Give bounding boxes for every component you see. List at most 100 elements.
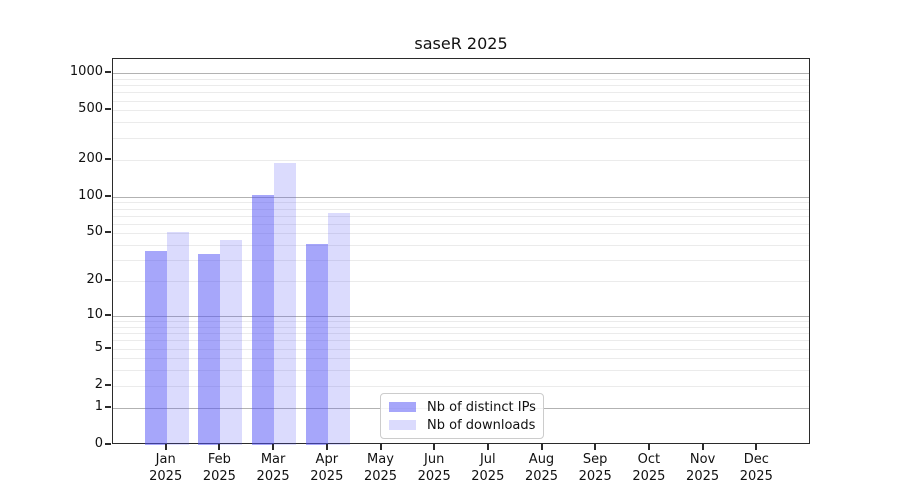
gridline-minor (113, 358, 809, 360)
y-tick-label: 10 (86, 306, 103, 322)
legend: Nb of distinct IPs Nb of downloads (380, 393, 544, 439)
gridline-minor (113, 100, 809, 102)
x-tick-label: Dec 2025 (724, 451, 788, 485)
year-label: 2025 (149, 469, 183, 484)
y-tick-label: 500 (78, 101, 103, 117)
gridline-minor (113, 202, 809, 204)
year-label: 2025 (310, 469, 344, 484)
x-tick (594, 444, 597, 450)
y-tick (105, 279, 111, 282)
bar-jan-distinct-ips (144, 250, 167, 445)
gridline-minor (113, 340, 809, 342)
gridline-minor (113, 326, 809, 328)
gridline-minor (113, 159, 809, 161)
bar-apr-distinct-ips (305, 243, 328, 445)
month-label: Jun (424, 452, 445, 467)
gridline-minor (113, 385, 809, 387)
y-tick-label: 20 (86, 272, 103, 288)
bar-mar-distinct-ips (252, 194, 275, 445)
y-tick (105, 405, 111, 408)
month-label: Feb (207, 452, 231, 467)
year-label: 2025 (686, 469, 720, 484)
gridline-minor (113, 215, 809, 217)
month-label: Nov (689, 452, 716, 467)
x-tick (218, 444, 221, 450)
year-label: 2025 (578, 469, 612, 484)
x-tick-label: Sep 2025 (563, 451, 627, 485)
gridline-minor (113, 281, 809, 283)
legend-item-downloads: Nb of downloads (389, 418, 535, 433)
gridline-minor (113, 348, 809, 350)
bar-apr-downloads (327, 212, 350, 445)
bar-mar-downloads (274, 163, 297, 445)
gridline-minor (113, 122, 809, 124)
bar-feb-distinct-ips (198, 253, 221, 445)
y-tick-label: 1000 (69, 64, 103, 80)
x-tick (540, 444, 543, 450)
x-tick-label: Jun 2025 (402, 451, 466, 485)
y-tick-label: 100 (78, 187, 103, 203)
year-label: 2025 (524, 469, 559, 484)
y-tick-label: 5 (94, 339, 103, 355)
year-label: 2025 (739, 469, 773, 484)
plot-layers (113, 59, 809, 445)
legend-item-distinct-ips: Nb of distinct IPs (389, 399, 536, 415)
gridline-minor (113, 92, 809, 94)
plot-area: Nb of distinct IPs Nb of downloads (112, 58, 810, 445)
month-label: Apr (315, 452, 339, 467)
x-tick (701, 444, 704, 450)
gridline-minor (113, 260, 809, 262)
month-label: Jan (155, 452, 176, 467)
y-tick (105, 383, 111, 386)
month-label: Sep (582, 452, 608, 467)
x-tick-label: Nov 2025 (671, 451, 735, 485)
x-tick-label: Feb 2025 (187, 451, 251, 485)
gridline-major (113, 73, 809, 75)
x-tick (486, 444, 489, 450)
y-tick (105, 71, 111, 74)
month-label: Mar (260, 452, 286, 467)
x-tick (379, 444, 382, 450)
x-tick-label: Mar 2025 (241, 451, 305, 485)
x-tick-label: Apr 2025 (295, 451, 359, 485)
year-label: 2025 (202, 469, 236, 484)
month-label: Dec (743, 452, 769, 467)
y-tick-label: 2 (94, 376, 103, 392)
x-tick (325, 444, 328, 450)
gridline-minor (113, 208, 809, 210)
gridline-major (113, 196, 809, 198)
gridline-minor (113, 233, 809, 235)
y-tick (105, 157, 111, 160)
bar-jan-downloads (166, 232, 189, 445)
y-tick-label: 50 (86, 224, 103, 240)
y-tick-label: 0 (94, 436, 103, 451)
year-label: 2025 (256, 469, 290, 484)
y-tick (105, 313, 111, 316)
month-label: Aug (528, 452, 555, 467)
x-tick (164, 444, 167, 450)
gridline-minor (113, 223, 809, 225)
year-label: 2025 (632, 469, 666, 484)
legend-swatch-downloads (389, 420, 416, 430)
x-tick (755, 444, 758, 450)
gridline-minor (113, 85, 809, 87)
month-label: Jul (479, 452, 496, 467)
x-tick-label: Jan 2025 (134, 451, 198, 485)
y-tick (105, 231, 111, 234)
x-tick-label: May 2025 (349, 451, 413, 485)
legend-label-distinct-ips: Nb of distinct IPs (427, 399, 536, 415)
x-tick-label: Aug 2025 (510, 451, 574, 485)
month-label: Oct (637, 452, 661, 467)
x-tick-label: Oct 2025 (617, 451, 681, 485)
chart-title: saseR 2025 (414, 34, 508, 53)
gridline-minor (113, 137, 809, 139)
y-tick (105, 194, 111, 197)
gridline-minor (113, 110, 809, 112)
gridline-minor (113, 333, 809, 335)
legend-swatch-distinct-ips (389, 402, 416, 412)
y-tick-label: 1 (94, 398, 103, 414)
legend-label-downloads: Nb of downloads (427, 417, 536, 433)
month-label: May (367, 452, 394, 467)
year-label: 2025 (471, 469, 505, 484)
